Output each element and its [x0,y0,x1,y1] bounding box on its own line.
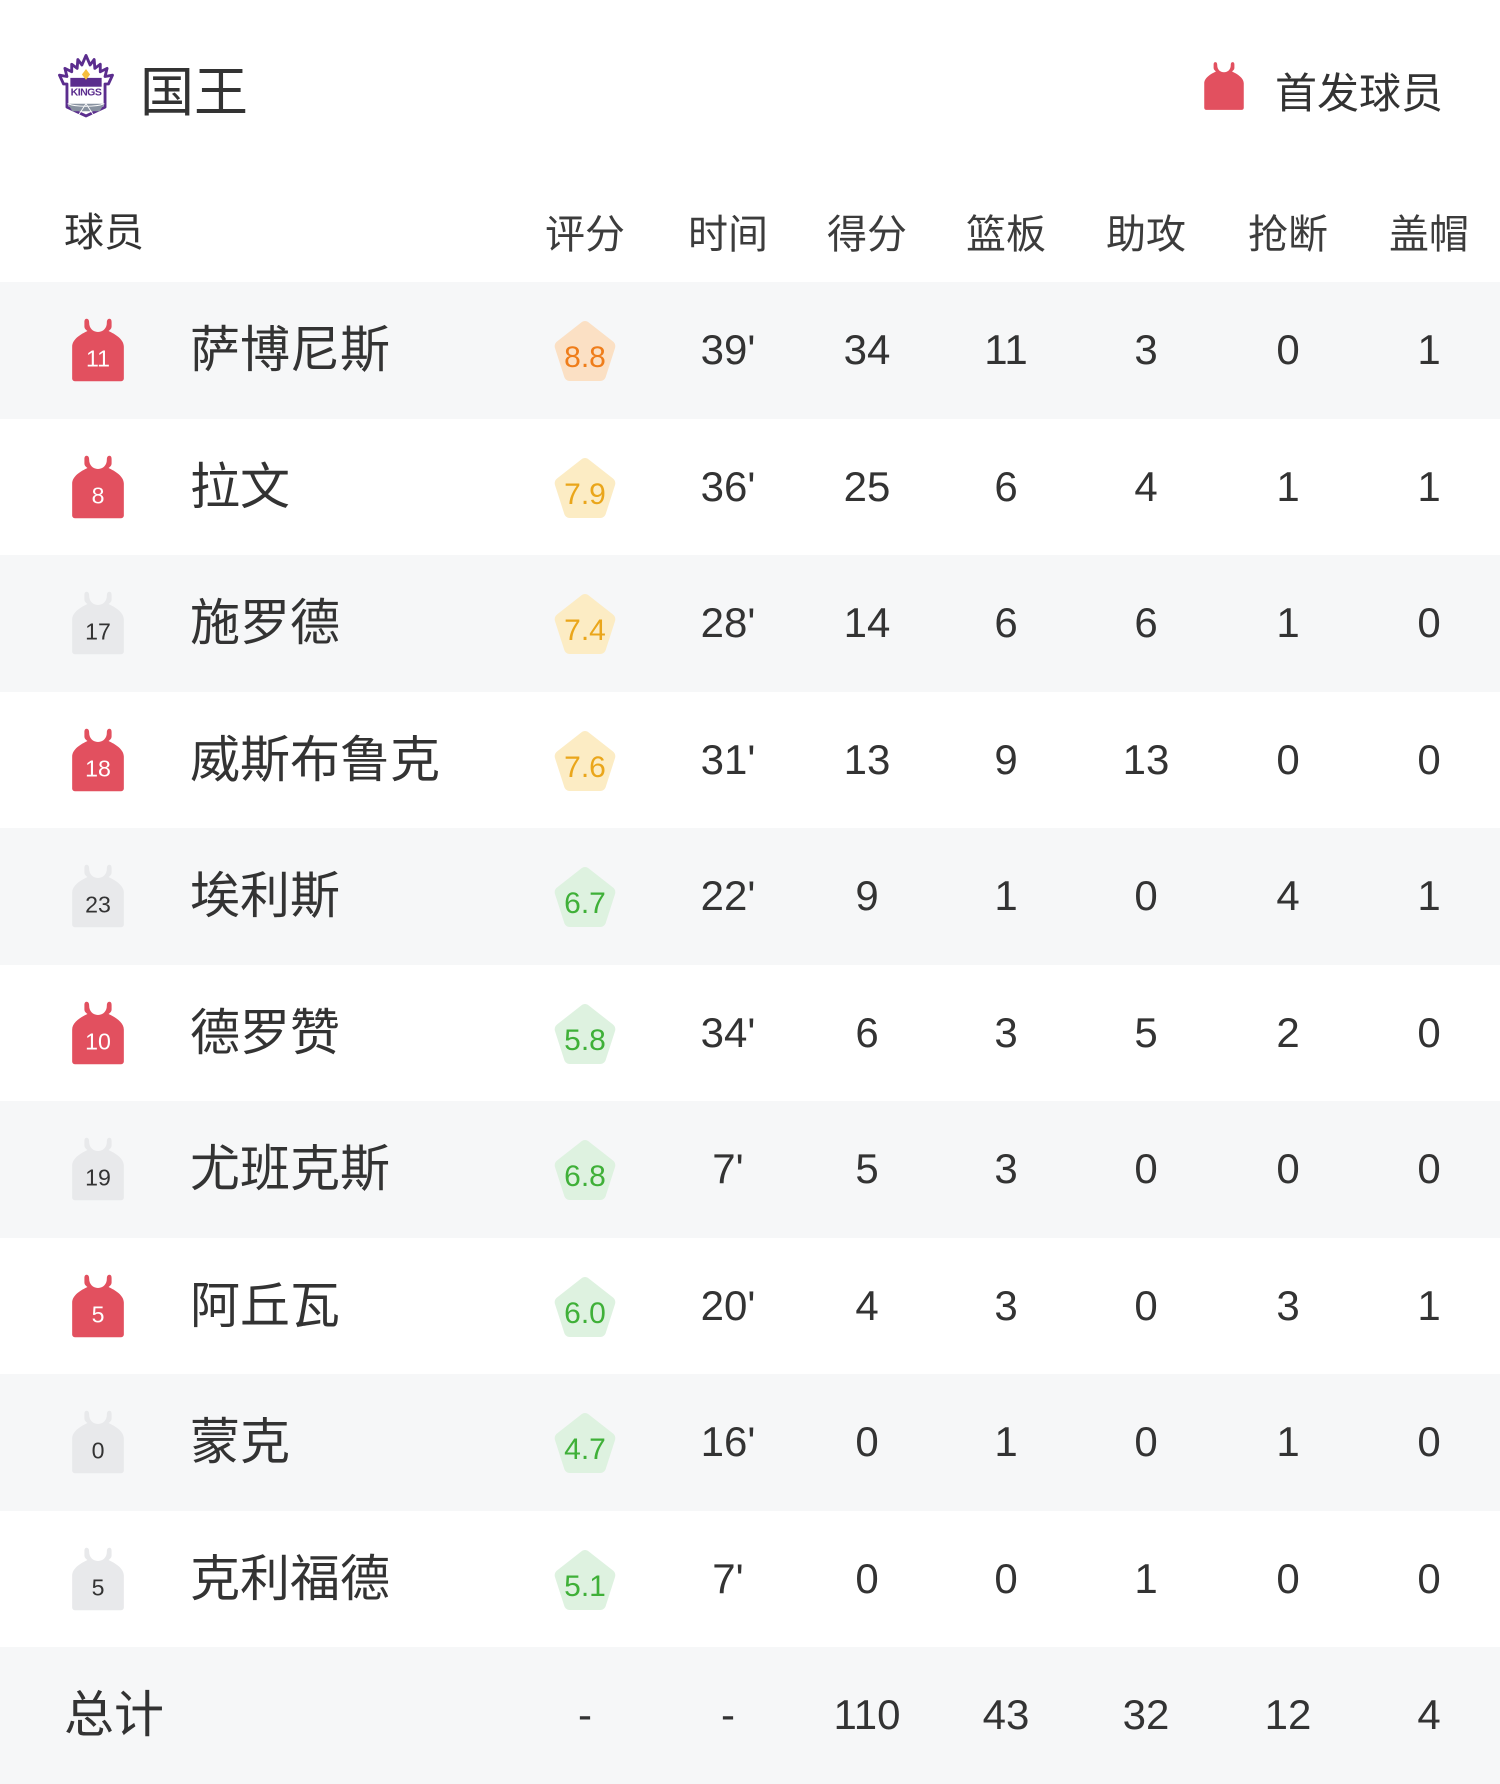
svg-text:11: 11 [86,345,110,371]
svg-text:8: 8 [92,482,105,508]
svg-text:17: 17 [85,618,111,644]
svg-text:18: 18 [85,755,111,781]
svg-text:5: 5 [92,1301,105,1327]
svg-text:0: 0 [92,1437,105,1463]
svg-text:23: 23 [85,891,111,917]
svg-text:10: 10 [85,1028,111,1054]
svg-text:19: 19 [85,1164,111,1190]
svg-text:KINGS: KINGS [71,87,102,99]
svg-text:5: 5 [92,1574,105,1600]
